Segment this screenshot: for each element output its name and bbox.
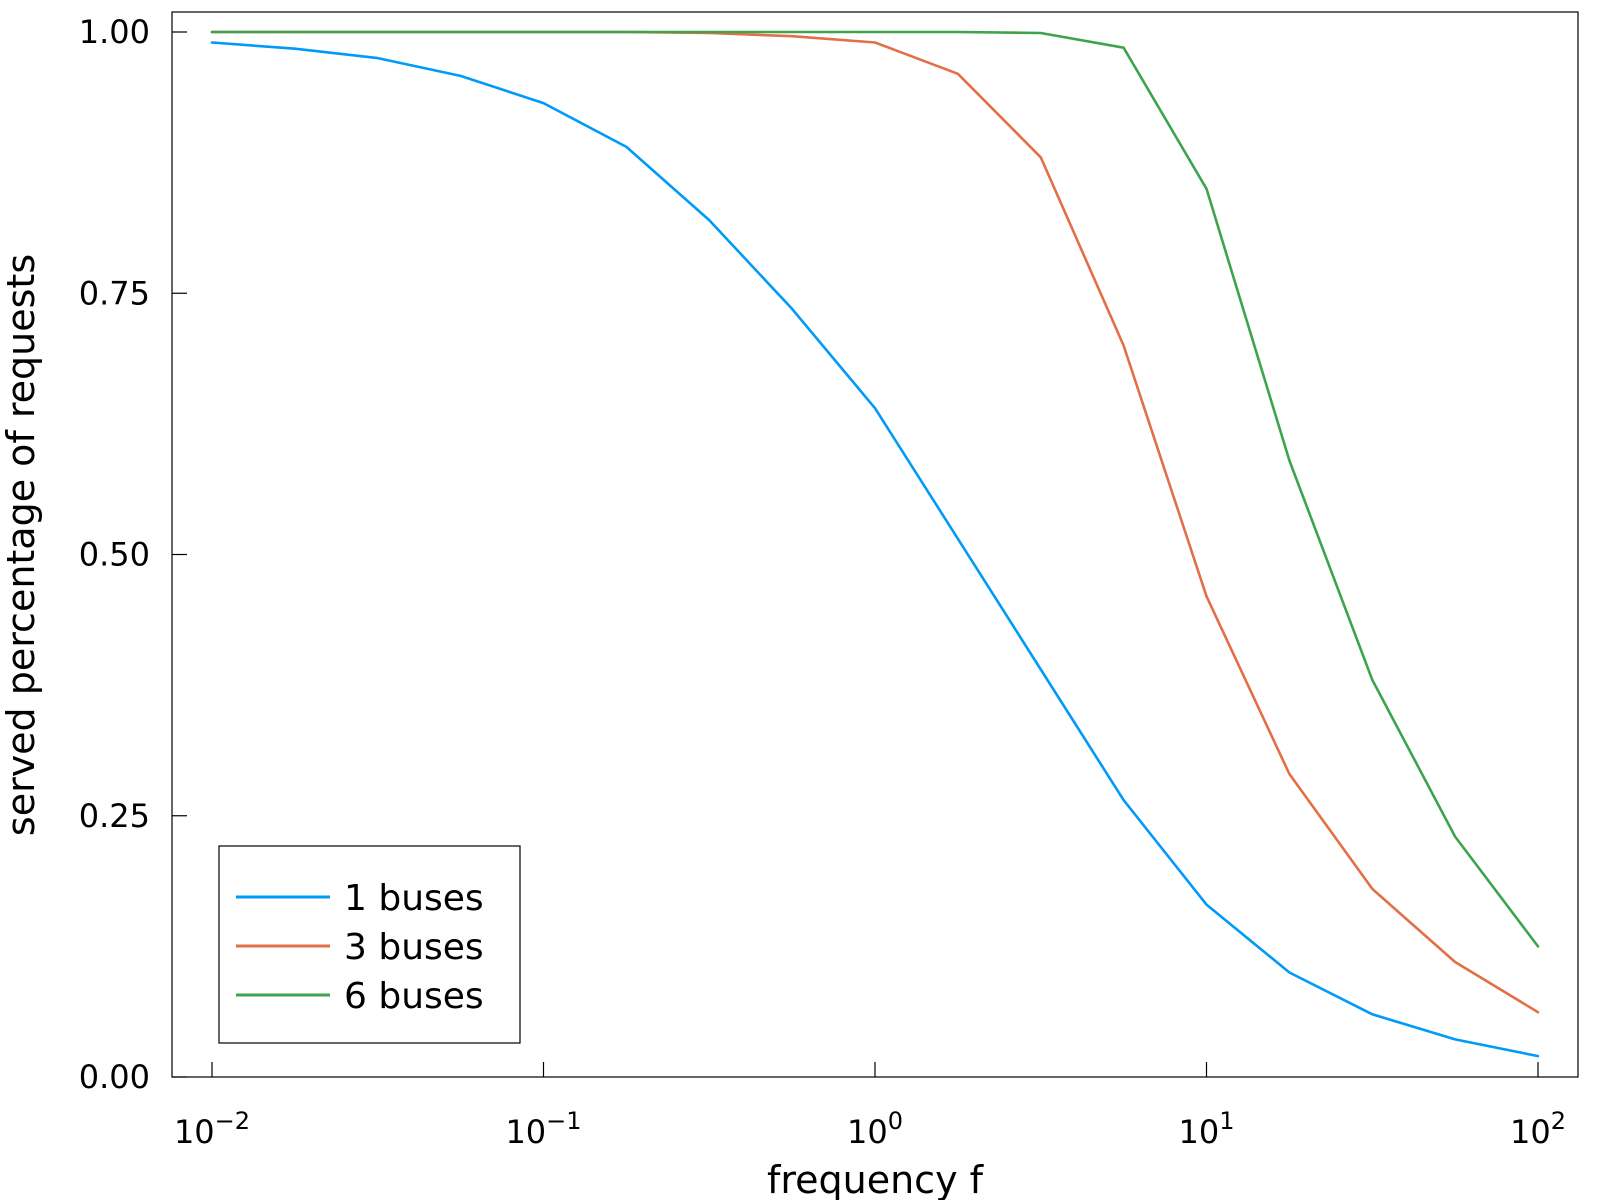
y-tick-label: 0.25 [79,797,150,835]
x-tick-label: 10−1 [505,1107,581,1151]
series-line-3 [210,30,1540,948]
series-line-1 [210,41,1540,1058]
legend-label: 1 buses [344,878,484,919]
y-tick-label: 0.00 [79,1058,150,1096]
y-axis-ticks: 0.00 0.25 0.50 0.75 1.00 [79,13,187,1096]
legend-label: 3 buses [344,927,484,968]
legend: 1 buses 3 buses 6 buses [218,845,521,1044]
y-axis-label: served percentage of requests [0,254,43,836]
x-axis-ticks: 10−2 10−1 100 101 102 [174,1062,1566,1151]
x-tick-label: 101 [1179,1107,1235,1151]
y-tick-label: 0.75 [79,274,150,312]
x-tick-label: 102 [1510,1107,1566,1151]
x-axis-label: frequency f [767,1158,985,1200]
y-tick-label: 0.50 [79,536,150,574]
y-tick-label: 1.00 [79,13,150,51]
series-lines [210,30,1540,1058]
x-tick-label: 10−2 [174,1107,250,1151]
legend-label: 6 buses [344,976,484,1017]
legend-items: 1 buses 3 buses 6 buses [236,878,484,1017]
x-tick-label: 100 [847,1107,903,1151]
